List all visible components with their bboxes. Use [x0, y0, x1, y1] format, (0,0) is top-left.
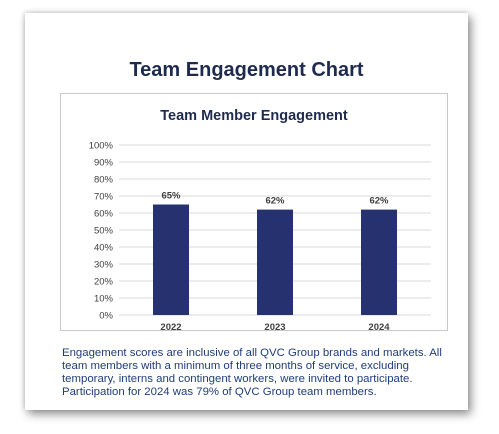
y-tick-label: 60% [94, 209, 114, 220]
y-axis-ticks: 0% 10% 20% 30% 40% 50% 60% 70% 80% 90% 100% [89, 141, 114, 322]
data-label: 62% [265, 196, 285, 207]
bar-chart: Team Member Engagement 0% 10% 20% 30% 40% 50%… [89, 108, 431, 330]
x-category-label: 2023 [264, 322, 285, 330]
y-tick-label: 80% [94, 175, 114, 186]
bar-2023 [257, 209, 293, 315]
bar-2022 [153, 204, 189, 315]
y-tick-label: 30% [94, 260, 114, 271]
y-tick-label: 100% [89, 141, 114, 152]
y-tick-label: 50% [94, 226, 114, 237]
y-tick-label: 0% [99, 311, 113, 322]
y-tick-label: 20% [94, 277, 114, 288]
y-tick-label: 10% [94, 294, 114, 305]
chart-container: Team Member Engagement 0% 10% 20% 30% 40% 50%… [60, 93, 448, 331]
x-category-label: 2022 [160, 322, 181, 330]
footnote: Engagement scores are inclusive of all Q… [62, 347, 442, 398]
bars [153, 204, 397, 315]
y-tick-label: 70% [94, 192, 114, 203]
y-tick-label: 90% [94, 158, 114, 169]
page-title: Team Engagement Chart [129, 59, 364, 81]
x-category-label: 2024 [368, 322, 390, 330]
bar-2024 [361, 209, 397, 315]
y-tick-label: 40% [94, 243, 114, 254]
data-label: 65% [161, 191, 181, 202]
chart-title: Team Member Engagement [160, 108, 348, 124]
data-label: 62% [369, 196, 389, 207]
x-axis-categories: 2022 2023 2024 [160, 322, 390, 330]
chart-card: Team Engagement Chart Team Member Engage… [25, 13, 468, 410]
data-labels: 65% 62% 62% [161, 191, 389, 207]
